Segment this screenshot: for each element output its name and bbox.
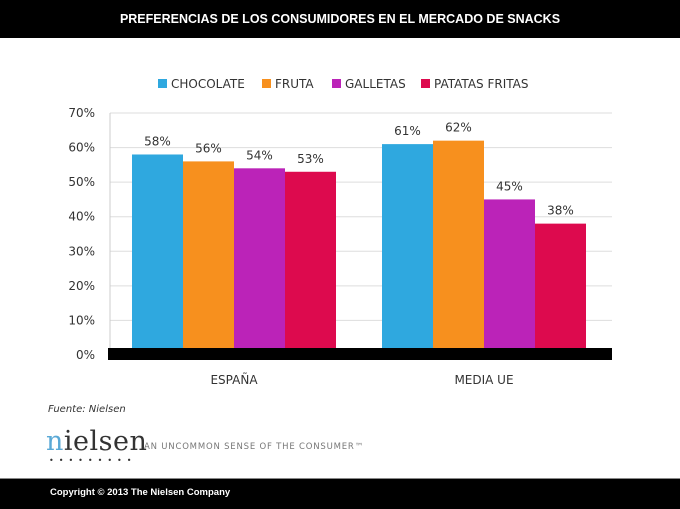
bar — [382, 144, 433, 355]
legend-swatch — [332, 79, 341, 88]
data-label: 62% — [445, 121, 472, 135]
data-label: 45% — [496, 179, 523, 193]
bar-chart: 0% 10% 20% 30% 40% 50% 60% 70% CHOCOLATE FRUTA GAL… — [68, 77, 612, 387]
y-tick-label: 20% — [68, 279, 95, 293]
data-label: 38% — [547, 204, 574, 218]
y-tick-label: 10% — [68, 313, 95, 327]
legend-swatch — [158, 79, 167, 88]
copyright: Copyright © 2013 The Nielsen Company — [50, 487, 231, 498]
bar — [234, 168, 285, 355]
data-label: 58% — [144, 134, 171, 148]
bar — [484, 199, 535, 355]
data-label: 54% — [246, 148, 273, 162]
bar — [535, 223, 586, 355]
legend-label: GALLETAS — [345, 77, 406, 91]
source-note: Fuente: Nielsen — [48, 404, 126, 415]
baseline-bar — [108, 348, 612, 360]
legend-label: PATATAS FRITAS — [434, 77, 528, 91]
footer: Copyright © 2013 The Nielsen Company — [0, 478, 680, 509]
y-tick-label: 60% — [68, 141, 95, 155]
chart-title: PREFERENCIAS DE LOS CONSUMIDORES EN EL M… — [0, 0, 680, 38]
data-label: 53% — [297, 152, 324, 166]
legend-label: CHOCOLATE — [171, 77, 245, 91]
logo-dots: ••••••••• — [49, 456, 137, 465]
legend-label: FRUTA — [275, 77, 314, 91]
y-tick-label: 70% — [68, 106, 95, 120]
bar — [285, 171, 336, 355]
legend-swatch — [421, 79, 430, 88]
tagline: AN UNCOMMON SENSE OF THE CONSUMER™ — [144, 442, 364, 452]
y-tick-label: 50% — [68, 175, 95, 189]
y-tick-label: 0% — [76, 348, 95, 362]
x-category-label: ESPAÑA — [210, 372, 258, 387]
bar — [183, 161, 234, 355]
data-label: 56% — [195, 141, 222, 155]
legend-swatch — [262, 79, 271, 88]
y-tick-label: 40% — [68, 210, 95, 224]
y-tick-label: 30% — [68, 244, 95, 258]
data-label: 61% — [394, 124, 421, 138]
bar — [132, 154, 183, 355]
bar — [433, 140, 484, 355]
x-category-label: MEDIA UE — [454, 373, 513, 387]
nielsen-logo: nielsen — [46, 426, 148, 457]
